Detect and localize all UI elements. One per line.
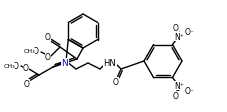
Text: O: O (113, 78, 118, 87)
Text: O⁻: O⁻ (184, 28, 194, 37)
Text: O: O (23, 64, 29, 73)
Text: O: O (172, 91, 178, 100)
Text: O: O (13, 62, 19, 71)
Text: O: O (33, 47, 39, 56)
Text: O: O (13, 62, 19, 71)
Text: O: O (24, 80, 30, 89)
Text: CH₃: CH₃ (3, 64, 15, 69)
Text: O: O (172, 24, 178, 33)
Text: N⁺: N⁺ (174, 33, 184, 42)
Text: O: O (33, 47, 39, 56)
Text: O: O (45, 53, 51, 62)
Text: N: N (61, 59, 68, 68)
Text: CH₃: CH₃ (23, 49, 35, 54)
Text: O: O (45, 33, 51, 42)
Text: O⁻: O⁻ (184, 86, 194, 95)
Text: HN: HN (103, 58, 116, 67)
Text: N⁺: N⁺ (174, 81, 184, 90)
